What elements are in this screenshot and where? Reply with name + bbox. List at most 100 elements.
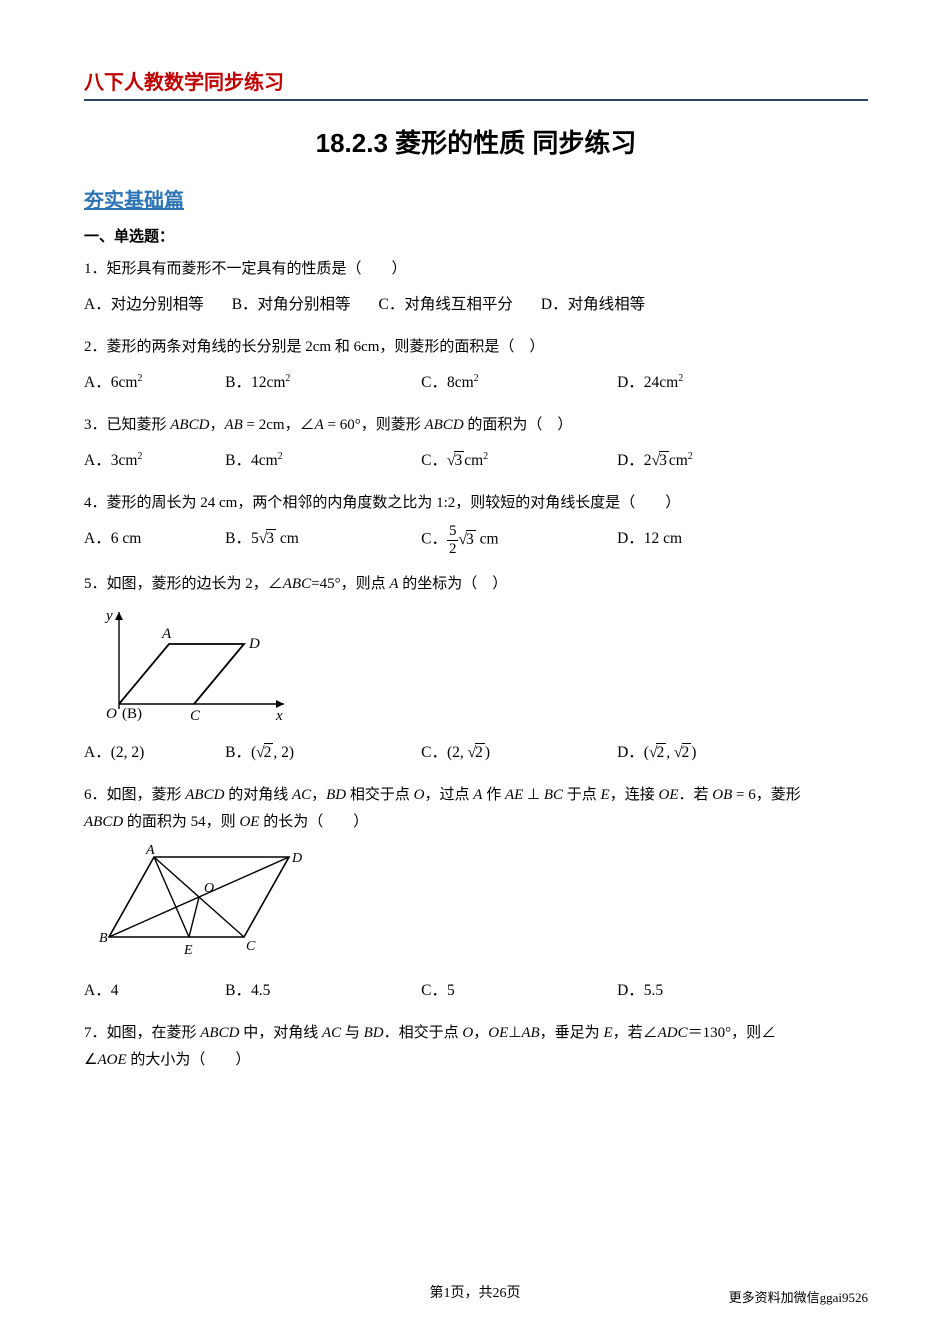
q5-a: A [389,576,398,592]
q1-opt-b: B．对角分别相等 [232,289,351,320]
page: 八下人教数学同步练习 18.2.3 菱形的性质 同步练习 夯实基础篇 一、单选题… [0,0,950,1344]
q3d-unit: cm [669,452,688,469]
q2d-text: D．24cm [617,374,678,391]
q6-t4: ，过点 [425,787,474,803]
q6-ac: AC [292,787,311,803]
q3-eq60: = 60°，则菱形 [324,417,425,433]
q6-label-E: E [183,943,193,958]
q3-ab: AB [224,417,242,433]
question-4: 4．菱形的周长为 24 cm，两个相邻的内角度数之比为 1:2，则较短的对角线长… [84,490,868,517]
q6-oe: OE [658,787,678,803]
q5c-sqrt: 2 [468,737,485,768]
q6-o: O [414,787,425,803]
q6-ob: OB [712,787,732,803]
q1-opt-c: C．对角线互相平分 [379,289,513,320]
q2c-text: C．8cm [421,374,474,391]
section-label: 一、单选题： [84,225,868,246]
q2b-sup: 2 [285,373,290,384]
q6-options: A．4 B．4.5 C．5 D．5.5 [84,975,868,1006]
q6-abcd2: ABCD [84,814,123,830]
q7-t4: ， [473,1025,488,1041]
q5-label-y: y [104,608,113,624]
question-3: 3．已知菱形 ABCD，AB = 2cm，∠A = 60°，则菱形 ABCD 的… [84,412,868,439]
q7-o: O [462,1025,473,1041]
q5b-rad: 2 [264,743,274,761]
q6-figure: A D O B E C [94,842,868,967]
q2a-text: A．6cm [84,374,137,391]
q5-label-C: C [190,708,201,724]
q5d-tail: ) [691,744,696,761]
q7-ab: AB [521,1025,539,1041]
question-2: 2．菱形的两条对角线的长分别是 2cm 和 6cm，则菱形的面积是（ ） [84,334,868,361]
q4b-pre: B．5 [225,530,259,547]
q7-t6: ，若∠ [613,1025,658,1041]
q6-label-B: B [99,931,108,946]
q5c-tail: ) [485,744,490,761]
q3-opt-c: C．3cm2 [421,445,617,476]
q7-ac: AC [322,1025,341,1041]
q3-pre: 3．已知菱形 [84,417,170,433]
doc-title: 18.2.3 菱形的性质 同步练习 [84,123,868,160]
q5b-mid: , 2) [273,744,294,761]
q6-oe2: OE [239,814,259,830]
q5b-pre: B．( [225,744,256,761]
footer-contact: 更多资料加微信ggai9526 [729,1287,868,1306]
q5-tail: 的坐标为（ ） [399,576,508,592]
q3-a: A [315,417,324,433]
q2-opt-b: B．12cm2 [225,367,421,398]
q2d-sup: 2 [678,373,683,384]
q3-tail: 的面积为（ ） [464,417,573,433]
q4c-frac: 52 [447,523,459,557]
q5d-rad1: 2 [656,743,666,761]
q4-options: A．6 cm B．53 cm C．523 cm D．12 cm [84,523,868,557]
q4b-unit: cm [276,530,299,547]
q3-opt-d: D．23cm2 [617,445,813,476]
q6-t7: ，连接 [610,787,659,803]
q2a-sup: 2 [137,373,142,384]
q5d-sqrt1: 2 [649,737,666,768]
q2b-text: B．12cm [225,374,285,391]
q6-pre: 6．如图，菱形 [84,787,185,803]
q6-t5: 作 [482,787,505,803]
q4-opt-d: D．12 cm [617,523,813,557]
q5-label-x: x [275,708,283,724]
q7-abcd: ABCD [200,1025,239,1041]
q7-adc: ADC [658,1025,688,1041]
q7-e: E [603,1025,612,1041]
q3d-rad: 3 [659,451,669,469]
q4b-rad: 3 [266,529,276,547]
q6-opt-d: D．5.5 [617,975,813,1006]
q6-abcd: ABCD [185,787,224,803]
q7-pre: 7．如图，在菱形 [84,1025,200,1041]
q6-bd: BD [326,787,346,803]
q7-t7: ＝130°，则∠ [688,1025,777,1041]
q3-options: A．3cm2 B．4cm2 C．3cm2 D．23cm2 [84,445,868,476]
q4c-rad: 3 [466,530,476,548]
q3b-sup: 2 [278,451,283,462]
q6-svg: A D O B E C [94,842,314,962]
q5-label-D: D [248,636,260,652]
q3c-pre: C． [421,452,447,469]
q2-opt-c: C．8cm2 [421,367,617,398]
q3-abcd2: ABCD [424,417,463,433]
q7-aoe: AOE [97,1052,126,1068]
q3c-unit: cm [464,452,483,469]
q6-eq: = 6，菱形 [732,787,800,803]
q6-ae: AE [505,787,523,803]
q6-label-C: C [246,939,256,954]
q5-opt-c: C．(2, 2) [421,737,617,768]
q6-opt-c: C．5 [421,975,617,1006]
q6-e: E [601,787,610,803]
q2-opt-d: D．24cm2 [617,367,813,398]
q4c-den: 2 [447,541,459,558]
q1-opt-a: A．对边分别相等 [84,289,204,320]
q7-bd: BD [364,1025,384,1041]
q6-t10: 的长为（ ） [259,814,368,830]
q6-opt-b: B．4.5 [225,975,421,1006]
q6-label-O: O [204,881,214,896]
q6-t6: 于点 [563,787,601,803]
q3d-sqrt: 3 [652,445,669,476]
q4-opt-b: B．5 3 cm [225,523,421,557]
q3a-sup: 2 [137,451,142,462]
question-5: 5．如图，菱形的边长为 2，∠ABC=45°，则点 A 的坐标为（ ） [84,571,868,598]
